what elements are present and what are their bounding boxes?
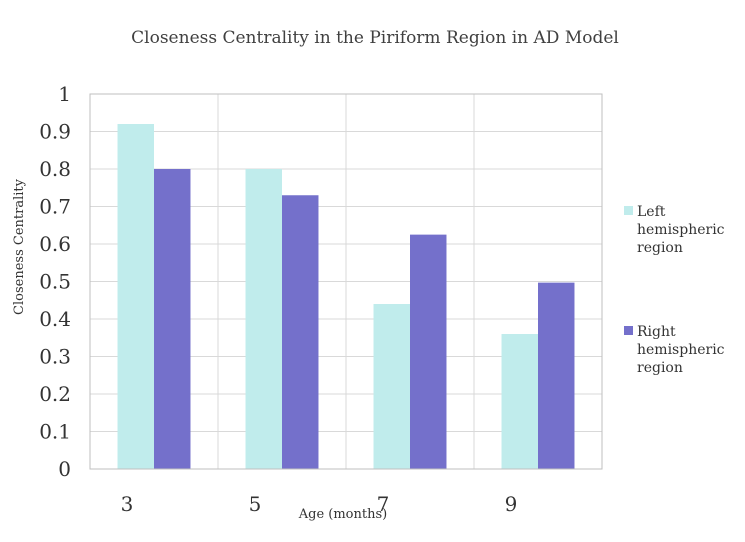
x-tick-label: 7 [377, 492, 390, 516]
x-tick-label: 5 [249, 492, 262, 516]
y-tick-label: 0.2 [39, 382, 71, 406]
y-axis-title: Closeness Centrality [12, 178, 27, 315]
bar-right-5 [282, 195, 319, 469]
bar-left-3 [117, 124, 154, 469]
legend-label: region [637, 240, 683, 256]
bars [117, 124, 575, 469]
legend-label: Right [637, 324, 676, 340]
chart-title: Closeness Centrality in the Piriform Reg… [131, 28, 619, 48]
y-axis-ticks: 0 0.1 0.2 0.3 0.4 0.5 0.6 0.7 0.8 0.9 1 [39, 82, 71, 481]
y-tick-label: 0.9 [39, 120, 71, 144]
y-tick-label: 1 [58, 82, 71, 106]
bar-right-7 [410, 234, 447, 469]
y-tick-label: 0.8 [39, 157, 71, 181]
y-tick-label: 0.1 [39, 420, 71, 444]
x-axis-ticks: 3 5 7 9 [121, 492, 518, 516]
bar-right-3 [154, 169, 191, 469]
bar-left-7 [373, 304, 410, 469]
plot-area-border [89, 93, 603, 470]
legend-swatch [624, 206, 633, 215]
legend: Left hemispheric region Right hemispheric reg… [624, 204, 725, 376]
y-tick-label: 0.6 [39, 232, 71, 256]
legend-label: hemispheric [637, 222, 725, 238]
legend-label: Left [637, 204, 666, 220]
y-tick-label: 0 [58, 457, 71, 481]
bar-left-9 [501, 334, 538, 469]
legend-label: region [637, 360, 683, 376]
x-axis-title: Age (months) [298, 507, 387, 522]
y-tick-label: 0.3 [39, 345, 71, 369]
y-tick-label: 0.7 [39, 195, 71, 219]
bar-left-5 [245, 169, 282, 469]
x-tick-label: 9 [505, 492, 518, 516]
y-tick-label: 0.4 [39, 307, 71, 331]
legend-swatch [624, 326, 633, 335]
legend-label: hemispheric [637, 342, 725, 358]
x-tick-label: 3 [121, 492, 134, 516]
bar-right-9 [538, 282, 575, 469]
y-tick-label: 0.5 [39, 270, 71, 294]
